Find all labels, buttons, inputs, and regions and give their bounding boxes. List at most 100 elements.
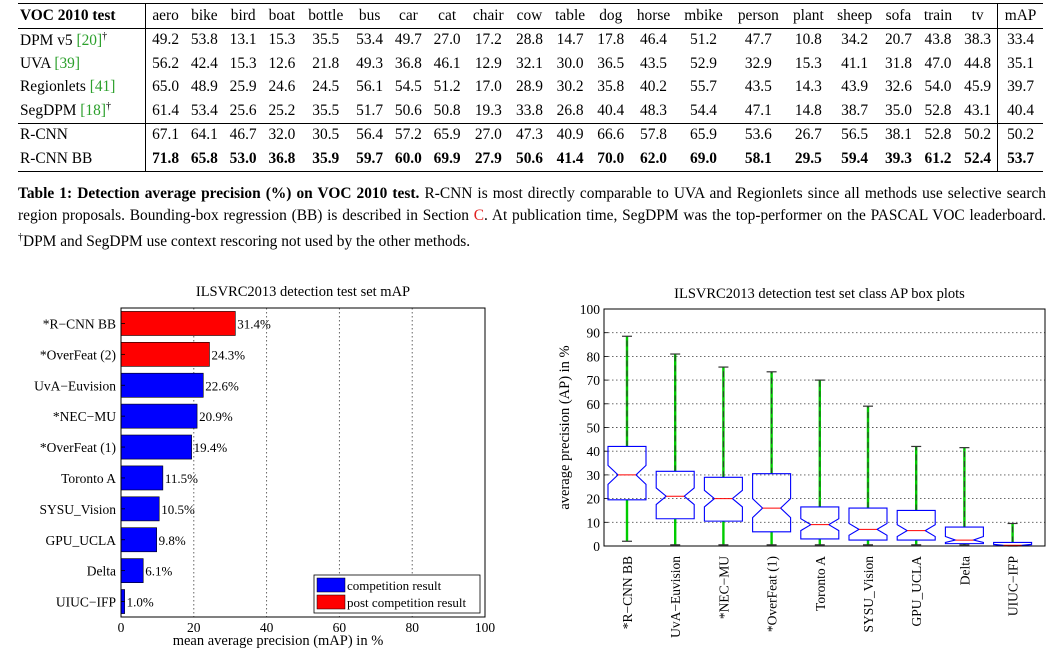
table-cell: 64.1: [185, 122, 224, 147]
table-cell: 39.3: [879, 147, 918, 172]
table-cell: 14.3: [794, 78, 822, 96]
citation-link[interactable]: [18]: [80, 102, 106, 120]
table-cell: 17.8: [597, 31, 625, 49]
category-label: *OverFeat (1): [40, 440, 116, 455]
table-cell: 49.7: [394, 31, 422, 49]
table-cell: 61.4: [152, 101, 180, 119]
column-header-mbike: mbike: [676, 3, 731, 29]
table-cell: 25.9: [229, 78, 257, 96]
row-method-name: R-CNN: [18, 122, 147, 147]
table-cell: 26.7: [786, 122, 831, 147]
caption-title: Table 1: Detection average precision (%)…: [18, 185, 420, 202]
y-tick-label: 10: [587, 515, 601, 530]
table-cell: 10.8: [794, 31, 822, 49]
box: [896, 509, 936, 541]
table-cell: 50.6: [510, 147, 549, 172]
column-header-aero: aero: [145, 3, 185, 29]
table-cell: 62.0: [630, 147, 677, 172]
data-label: 11.5%: [165, 471, 198, 486]
table-cell: 30.0: [556, 54, 584, 72]
caption-section-link[interactable]: C: [473, 207, 485, 224]
table-cell: 15.3: [268, 31, 296, 49]
table-cell: 46.4: [640, 31, 667, 49]
table-cell: 65.9: [676, 122, 731, 147]
table-cell: 53.4: [356, 31, 384, 49]
table-cell: 70.0: [591, 147, 631, 172]
table-cell: 57.2: [389, 122, 428, 147]
table-cell: 12.6: [268, 54, 296, 72]
table-row: R-CNN BB 71.8 65.8 53.0 36.8 35.9 59.7 60.0 69.9…: [18, 147, 1043, 172]
table-cell: 65.9: [427, 122, 467, 147]
citation-link[interactable]: [39]: [54, 54, 81, 72]
caption-text-1: R-CNN is most directly comparable to UVA…: [18, 185, 1047, 224]
box: [607, 445, 647, 501]
bar: [120, 311, 236, 336]
y-tick-label: 50: [587, 421, 601, 436]
table-cell: 50.2: [958, 122, 998, 147]
table-cell: 38.1: [879, 122, 918, 147]
table-cell: 40.4: [597, 101, 625, 119]
category-label: Delta: [87, 564, 116, 579]
column-header-sofa: sofa: [879, 3, 918, 29]
bar: [120, 341, 210, 367]
legend-swatch: [316, 594, 346, 610]
table-cell: 25.6: [229, 101, 257, 119]
method-name: DPM v5: [20, 31, 77, 49]
x-tick-label: 40: [260, 620, 274, 635]
table-cell: 52.4: [958, 147, 998, 172]
citation-link[interactable]: [20]: [76, 31, 103, 49]
bar: [120, 589, 125, 614]
table-cell: 53.0: [223, 147, 263, 172]
data-label: 1.0%: [127, 595, 154, 610]
table-cell: 49.3: [356, 54, 384, 72]
table-cell: 36.8: [394, 54, 422, 72]
table-cell: 32.9: [744, 54, 772, 72]
table-cell: 66.6: [591, 122, 631, 147]
table-cell: 56.4: [350, 122, 389, 147]
y-tick-label: 60: [587, 397, 601, 412]
method-name: UVA: [20, 54, 55, 72]
table-cell: 44.8: [964, 54, 992, 72]
table-cell: 17.2: [474, 31, 502, 49]
table-cell: 35.0: [884, 101, 912, 119]
table-cell: 36.5: [597, 54, 625, 72]
table-cell: 51.2: [690, 31, 717, 49]
category-label: *OverFeat (1): [765, 556, 780, 632]
category-label: GPU_UCLA: [909, 556, 924, 627]
data-label: 6.1%: [145, 564, 172, 579]
bar: [120, 527, 157, 553]
table-cell: 54.0: [924, 78, 952, 96]
table-cell: 51.2: [433, 78, 461, 96]
table-cell: 56.5: [830, 122, 880, 147]
table-cell: 71.8: [145, 147, 185, 172]
category-label: UIUC−IFP: [1006, 556, 1021, 616]
column-header-train: train: [917, 3, 959, 29]
column-header-cat: cat: [427, 3, 467, 29]
category-label: UvA−Euvision: [34, 378, 116, 393]
table-cell: 40.2: [640, 78, 667, 96]
category-label: GPU_UCLA: [45, 533, 116, 548]
row-method-name: DPM v5 [20]†: [18, 28, 147, 52]
table-body: DPM v5 [20]† 49.2 53.8 13.1 15.3 35.5 53.4 49.7…: [18, 28, 1043, 172]
table-cell: 14.7: [556, 31, 584, 49]
citation-link[interactable]: [41]: [89, 78, 116, 96]
table-cell: 35.5: [312, 31, 340, 49]
box: [655, 470, 695, 520]
category-label: *R−CNN BB: [620, 556, 635, 629]
table-cell: 45.9: [964, 78, 992, 96]
chart-title: ILSVRC2013 detection test set mAP: [196, 284, 410, 300]
legend-box: [313, 574, 481, 614]
y-axis-label: average precision (AP) in %: [557, 345, 573, 509]
table-cell: 69.9: [427, 147, 467, 172]
table-cell: 53.6: [730, 122, 787, 147]
table-cell: 57.8: [630, 122, 677, 147]
table-cell: 33.8: [516, 101, 543, 119]
table-cell: 26.8: [556, 101, 584, 119]
table-cell: 47.1: [744, 101, 772, 119]
table-row: UVA [39] 56.2 42.4 15.3 12.6 21.8 49.3 36.8 46.1…: [18, 52, 1043, 76]
bar: [120, 372, 204, 398]
column-header-table: table: [548, 3, 592, 29]
table-cell: 52.8: [924, 101, 952, 119]
table-cell: 58.1: [730, 147, 787, 172]
category-label: *NEC−MU: [716, 556, 731, 619]
